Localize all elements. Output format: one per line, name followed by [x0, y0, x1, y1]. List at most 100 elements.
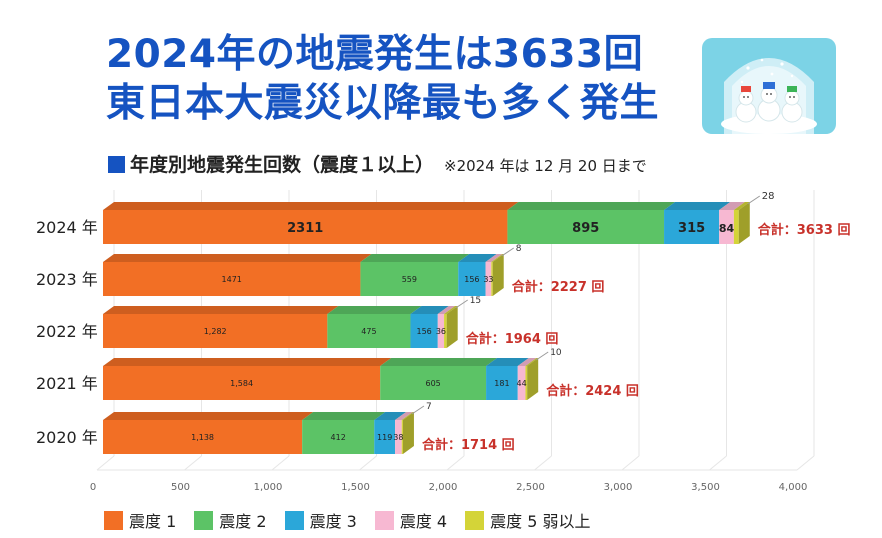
legend-swatch — [284, 510, 304, 530]
headline-line-2: 東日本大震災以降最も多く発生 — [106, 81, 660, 126]
bar-segment-top — [517, 358, 537, 366]
data-label: 36 — [436, 327, 446, 336]
bar-segment-top — [486, 358, 529, 366]
snowmen-in-snow-globe-icon — [702, 38, 836, 134]
x-tick-label: 3,500 — [691, 482, 720, 493]
grid-floor-line — [96, 455, 115, 471]
chart-legend: 震度 1 震度 2 震度 3 震度 4 震度 5 弱以上 — [104, 508, 590, 532]
total-label: 合計：3633 回 — [758, 222, 851, 238]
legend-item: 震度 5 弱以上 — [465, 508, 590, 532]
bar-segment-top — [103, 412, 314, 420]
data-label: 895 — [572, 221, 599, 236]
legend-swatch — [465, 510, 485, 530]
data-label: 1,282 — [204, 327, 227, 336]
bar-segment — [103, 366, 381, 400]
bar-end-face — [738, 202, 750, 244]
bar-segment-top — [360, 254, 470, 262]
bar-segment — [360, 262, 459, 296]
bar-segment — [103, 420, 303, 454]
data-label: 315 — [678, 221, 705, 236]
legend-label: 震度 3 — [309, 512, 357, 531]
bar-segment — [103, 210, 508, 244]
bar-segment — [327, 314, 411, 348]
bar-segment — [401, 420, 403, 454]
bar-end-face — [492, 254, 504, 296]
bar-segment — [374, 420, 396, 454]
bar-segment — [517, 366, 526, 400]
callout-line — [455, 299, 468, 309]
bar-segment — [733, 210, 739, 244]
bar-segment — [103, 262, 361, 296]
data-label: 8 — [516, 244, 522, 254]
bar-segment-top — [103, 306, 339, 314]
x-tick-label: 2,000 — [429, 482, 458, 493]
data-label: 28 — [762, 191, 775, 202]
total-label: 合計：1714 回 — [422, 437, 515, 453]
data-label: 10 — [550, 348, 562, 358]
bar-segment — [486, 366, 518, 400]
bar-segment-top — [733, 202, 750, 210]
bar-segment-top — [374, 412, 407, 420]
bar-segment-top — [491, 254, 504, 262]
bar-segment — [507, 210, 665, 244]
legend-item: 震度 1 — [104, 508, 176, 532]
total-label: 合計：1964 回 — [466, 331, 559, 347]
data-label: 475 — [361, 327, 376, 336]
data-label: 38 — [393, 433, 403, 442]
category-label: 2024 年 — [36, 218, 98, 237]
bar-segment — [719, 210, 734, 244]
data-label: 156 — [464, 275, 479, 284]
x-tick-label: 2,500 — [516, 482, 545, 493]
bar-segment — [380, 366, 487, 400]
data-label: 181 — [494, 379, 509, 388]
bar-end-face — [527, 358, 539, 400]
bar-segment-top — [380, 358, 498, 366]
x-tick-label: 3,000 — [604, 482, 633, 493]
grid-floor-line — [446, 455, 465, 471]
grid-floor-line — [709, 455, 727, 471]
chart-title: 年度別地震発生回数（震度１以上） — [130, 154, 435, 176]
legend-label: 震度 5 弱以上 — [490, 512, 591, 531]
bar-segment-top — [664, 202, 731, 210]
bar-segment — [437, 314, 445, 348]
bar-segment — [444, 314, 447, 348]
callout-line — [535, 351, 549, 361]
grid-floor-line — [796, 455, 815, 471]
data-label: 1,584 — [230, 379, 253, 388]
x-tick-label: 1,000 — [254, 482, 283, 493]
bar-end-face — [446, 306, 458, 348]
data-label: 559 — [402, 275, 417, 284]
legend-swatch — [194, 510, 214, 530]
bar-segment — [525, 366, 528, 400]
legend-item: 震度 4 — [374, 508, 447, 532]
bar-segment-top — [525, 358, 539, 366]
legend-item: 震度 2 — [194, 508, 267, 532]
bar-end-face — [402, 412, 414, 454]
grid-floor-line — [184, 455, 202, 471]
data-label: 15 — [470, 296, 481, 306]
legend-swatch — [104, 510, 123, 530]
data-label: 44 — [517, 379, 527, 388]
callout-line — [411, 405, 425, 415]
bar-segment-top — [103, 202, 519, 210]
bar-segment-top — [437, 306, 456, 314]
bar-segment-top — [507, 202, 676, 210]
bar-segment — [302, 420, 375, 454]
bar-segment-top — [719, 202, 745, 210]
data-label: 33 — [483, 275, 493, 284]
grid-floor-line — [621, 455, 640, 471]
bar-segment-top — [410, 306, 449, 314]
data-label: 119 — [377, 433, 392, 442]
data-label: 156 — [416, 327, 431, 336]
grid-floor-line — [359, 455, 377, 471]
grid-floor-line — [271, 455, 290, 471]
bar-segment — [485, 262, 492, 296]
bar-segment-top — [458, 254, 497, 262]
data-label: 1,138 — [191, 433, 214, 442]
bar-segment — [395, 420, 402, 454]
bar-segment — [458, 262, 486, 296]
data-label: 84 — [719, 222, 735, 235]
data-label: 412 — [331, 433, 346, 442]
bar-segment-top — [327, 306, 422, 314]
